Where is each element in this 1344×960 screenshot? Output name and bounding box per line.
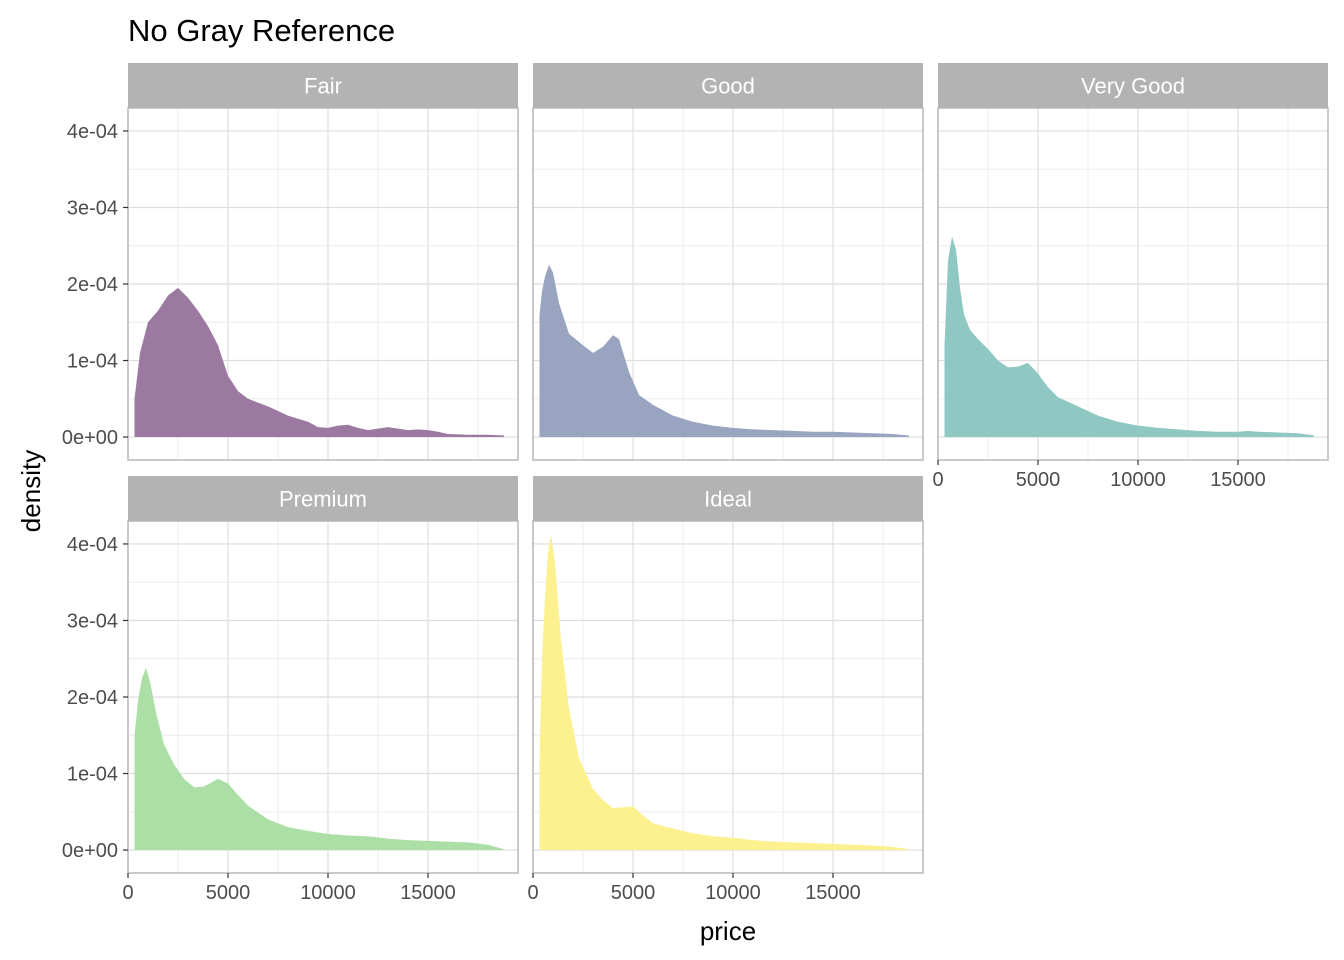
facet-strip-label: Very Good bbox=[1081, 74, 1185, 99]
x-tick-label: 10000 bbox=[1110, 469, 1166, 491]
facet-strip bbox=[533, 63, 923, 108]
x-tick-label: 10000 bbox=[705, 882, 761, 904]
y-axis-title: density bbox=[16, 450, 46, 532]
x-tick-label: 5000 bbox=[206, 882, 251, 904]
facet-panel-ideal: Ideal 0 5000 10000 15000 bbox=[527, 476, 924, 904]
y-tick-label: 1e-04 bbox=[67, 351, 118, 373]
y-tick-label: 3e-04 bbox=[67, 610, 118, 632]
x-axis-title: price bbox=[700, 916, 756, 946]
x-tick-label: 0 bbox=[527, 882, 538, 904]
y-tick-label: 4e-04 bbox=[67, 534, 118, 556]
y-tick-label: 4e-04 bbox=[67, 121, 118, 143]
facet-strip bbox=[938, 63, 1328, 108]
y-tick-label: 2e-04 bbox=[67, 274, 118, 296]
facet-strip-label: Ideal bbox=[704, 487, 752, 512]
chart-title: No Gray Reference bbox=[128, 13, 395, 48]
facet-panel-good: Good bbox=[532, 63, 924, 461]
facet-panel-very-good: Very Good 0 5000 10000 15000 bbox=[932, 63, 1329, 491]
facet-strip-label: Good bbox=[701, 74, 755, 99]
y-tick-label: 3e-04 bbox=[67, 197, 118, 219]
facet-strip bbox=[533, 476, 923, 521]
facet-strip-label: Fair bbox=[304, 74, 342, 99]
facet-panel-premium: Premium 0e+00 1e-04 2e-04 3e-04 4e-04 0 5000 100… bbox=[62, 476, 519, 904]
facet-panel-fair: Fair 0e+00 1e-04 2e-04 3e-04 4e-04 bbox=[62, 63, 519, 461]
y-tick-label: 1e-04 bbox=[67, 764, 118, 786]
x-tick-label: 10000 bbox=[300, 882, 356, 904]
facet-strip-label: Premium bbox=[279, 487, 367, 512]
y-tick-label: 0e+00 bbox=[62, 427, 118, 449]
x-tick-label: 15000 bbox=[400, 882, 456, 904]
density-area-fair bbox=[134, 287, 504, 438]
x-tick-label: 0 bbox=[122, 882, 133, 904]
density-area-good bbox=[539, 264, 909, 438]
density-area-very-good bbox=[944, 236, 1314, 438]
x-tick-label: 0 bbox=[932, 469, 943, 491]
density-area-ideal bbox=[539, 534, 909, 851]
y-tick-label: 2e-04 bbox=[67, 687, 118, 709]
panels-layer: Fair 0e+00 1e-04 2e-04 3e-04 4e-04 Good Very Go… bbox=[62, 63, 1329, 904]
density-area-premium bbox=[134, 667, 504, 851]
facet-strip bbox=[128, 63, 518, 108]
x-tick-label: 5000 bbox=[611, 882, 656, 904]
x-tick-label: 15000 bbox=[805, 882, 861, 904]
facet-strip bbox=[128, 476, 518, 521]
y-tick-label: 0e+00 bbox=[62, 840, 118, 862]
x-tick-label: 5000 bbox=[1016, 469, 1061, 491]
x-tick-label: 15000 bbox=[1210, 469, 1266, 491]
